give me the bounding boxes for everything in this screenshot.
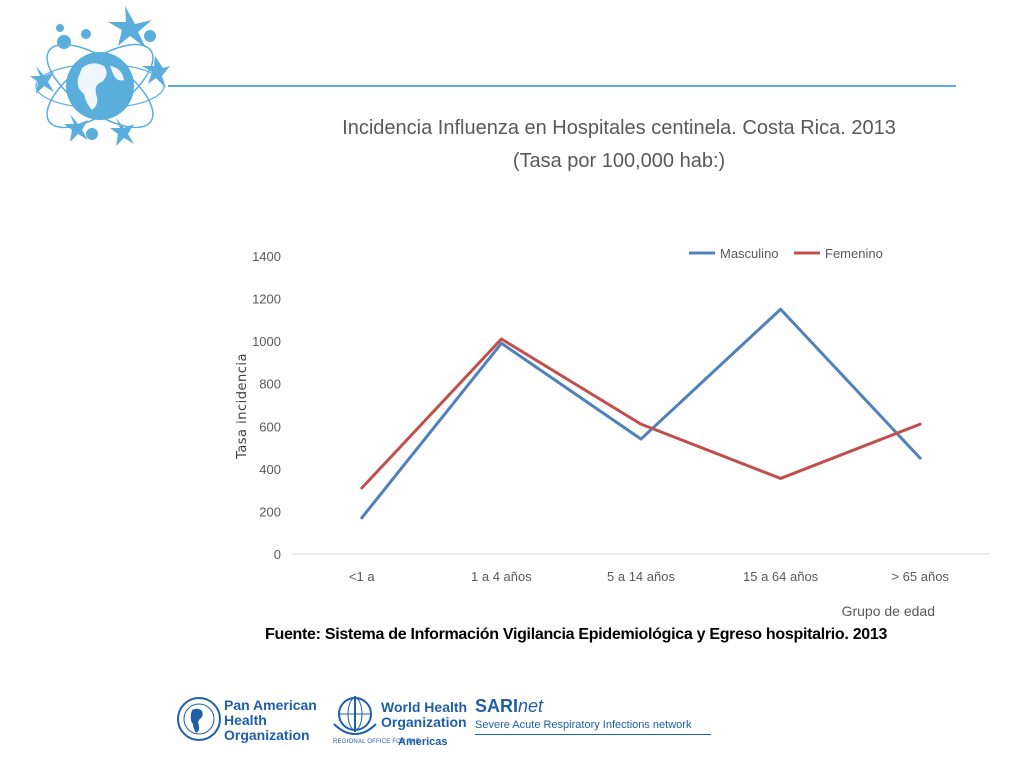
paho-line-3: Organization [224, 727, 310, 743]
globe-network-logo [30, 6, 170, 146]
series-line-masculino [360, 307, 922, 520]
y-tick-label: 200 [259, 504, 281, 519]
who-emblem-icon [333, 696, 377, 736]
y-tick-label: 600 [259, 419, 281, 434]
x-tick-label: > 65 años [891, 569, 949, 584]
who-line-2: Organization [381, 714, 467, 730]
who-americas: Americas [398, 736, 448, 748]
x-tick-label: 15 a 64 años [743, 569, 819, 584]
chart-subtitle: (Tasa por 100,000 hab:) [512, 150, 726, 172]
paho-line-1: Pan American [224, 697, 317, 713]
paho-line-2: Health [224, 712, 267, 728]
legend-label: Masculino [720, 246, 779, 261]
paho-name: Pan American Health Organization [224, 698, 317, 743]
who-name: World Health Organization [381, 700, 467, 730]
x-tick-label: <1 a [349, 569, 375, 584]
y-tick-label: 800 [259, 377, 281, 392]
y-axis-label: Tasa incidencia [235, 353, 250, 460]
y-tick-label: 1200 [252, 292, 281, 307]
who-regional-office: REGIONAL OFFICE FOR THE [333, 739, 420, 745]
y-tick-label: 1400 [252, 249, 281, 264]
legend-label: Femenino [825, 246, 883, 261]
who-line-1: World Health [381, 699, 468, 715]
x-tick-label: 5 a 14 años [607, 569, 675, 584]
x-axis-label: Grupo de edad [842, 603, 935, 619]
sarinet-logo-text: SARInet [475, 696, 543, 717]
series-line-femenino [360, 337, 922, 490]
source-note: Fuente: Sistema de Información Vigilanci… [265, 626, 888, 643]
sarinet-subtitle: Severe Acute Respiratory Infections netw… [475, 719, 692, 731]
chart-title: Incidencia Influenza en Hospitales centi… [342, 117, 896, 139]
x-tick-label: 1 a 4 años [471, 569, 532, 584]
y-tick-label: 400 [259, 462, 281, 477]
paho-emblem-icon [177, 697, 221, 741]
y-tick-label: 1000 [252, 334, 281, 349]
y-tick-label: 0 [274, 547, 281, 562]
sari-net: net [518, 696, 544, 716]
sari-name: SARI [475, 696, 519, 716]
header-divider [168, 85, 956, 87]
sarinet-underline [475, 734, 711, 735]
